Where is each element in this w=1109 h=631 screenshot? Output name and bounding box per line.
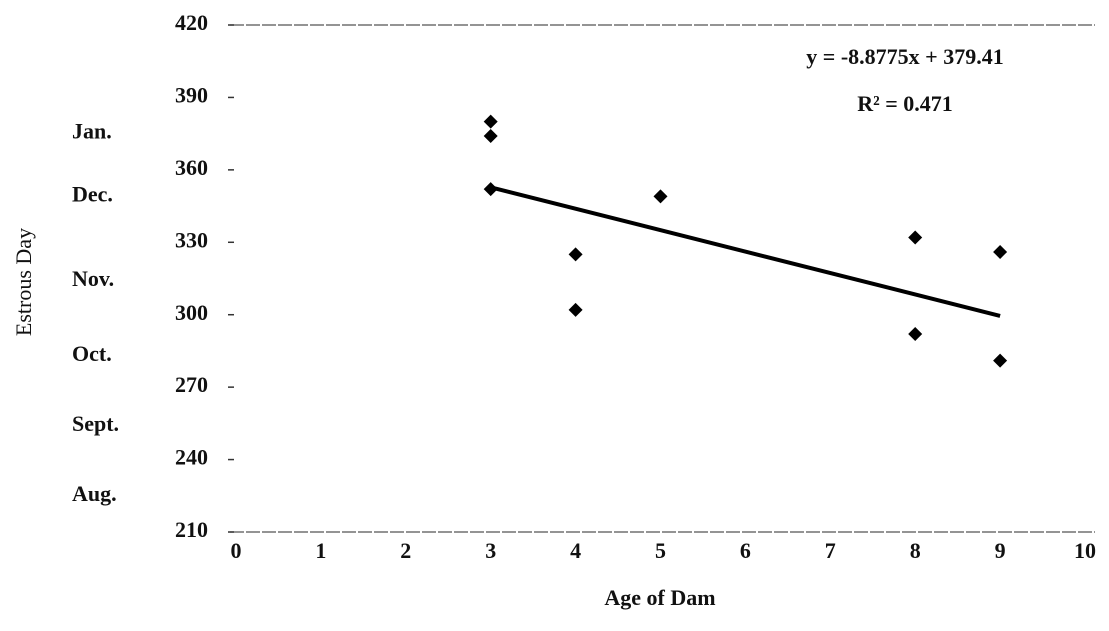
x-tick-label: 3 — [485, 538, 496, 563]
data-point — [653, 189, 668, 204]
r-squared: R² = 0.471 — [857, 91, 953, 116]
data-point — [483, 129, 498, 144]
y-tick-label: 330 — [175, 227, 208, 252]
x-tick-label: 6 — [740, 538, 751, 563]
y-tick-label: 390 — [175, 82, 208, 107]
y-tick-label: 420 — [175, 10, 208, 35]
x-tick-label: 7 — [825, 538, 836, 563]
data-point — [993, 244, 1008, 259]
y-tick-label: 360 — [175, 155, 208, 180]
data-point — [908, 327, 923, 342]
x-tick-label: 4 — [570, 538, 581, 563]
month-label: Jan. — [72, 119, 112, 144]
month-label: Nov. — [72, 266, 114, 291]
trendline — [490, 185, 1001, 318]
x-tick-label: 0 — [231, 538, 242, 563]
data-point — [568, 302, 583, 317]
y-tick-label: 240 — [175, 445, 208, 470]
month-label: Sept. — [72, 411, 119, 436]
x-tick-label: 9 — [995, 538, 1006, 563]
data-point — [993, 353, 1008, 368]
data-point — [908, 230, 923, 245]
x-tick-label: 5 — [655, 538, 666, 563]
x-tick-label: 10 — [1074, 538, 1096, 563]
y-tick-label: 270 — [175, 372, 208, 397]
data-point — [568, 247, 583, 262]
x-tick-label: 8 — [910, 538, 921, 563]
x-axis-label: Age of Dam — [604, 585, 715, 610]
x-tick-label: 2 — [400, 538, 411, 563]
trendline-equation: y = -8.8775x + 379.41 — [806, 44, 1003, 69]
data-point — [483, 114, 498, 129]
y-tick-label: 210 — [175, 517, 208, 542]
y-tick-label: 300 — [175, 300, 208, 325]
y-axis-label: Estrous Day — [11, 228, 36, 336]
month-label: Oct. — [72, 341, 112, 366]
month-label: Aug. — [72, 481, 117, 506]
month-label: Dec. — [72, 181, 113, 206]
x-tick-label: 1 — [315, 538, 326, 563]
